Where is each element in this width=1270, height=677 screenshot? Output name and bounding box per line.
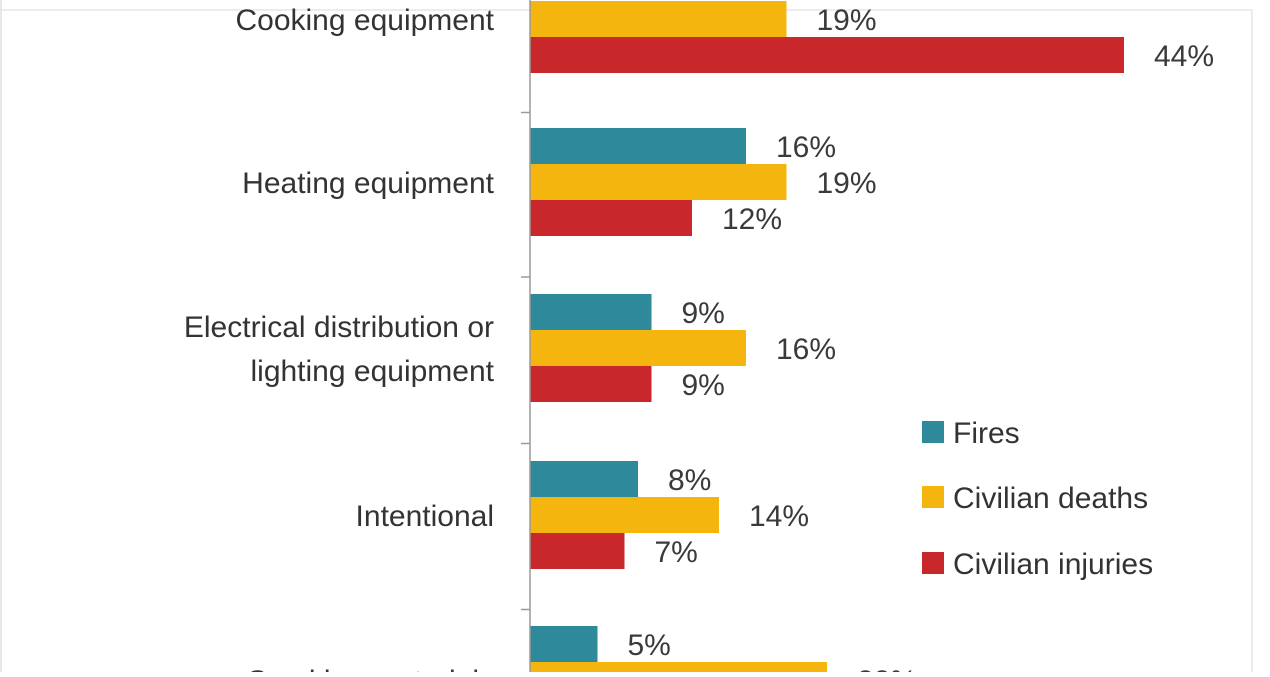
category-axis bbox=[521, 0, 531, 672]
bar-fires-smoking-materials bbox=[530, 626, 598, 662]
legend-swatch-civilian-injuries bbox=[922, 552, 944, 574]
bar-civilian-injuries-intentional bbox=[530, 533, 625, 569]
category-label-electrical-distribution-or-lighting-equipment: lighting equipment bbox=[250, 355, 494, 388]
data-label-civilian-deaths-cooking-equipment: 19% bbox=[817, 4, 877, 37]
data-labels-layer: 19%44%16%19%12%9%16%9%8%14%7%5%22% bbox=[628, 4, 1215, 677]
bar-civilian-deaths-heating-equipment bbox=[530, 164, 787, 200]
bars-layer bbox=[530, 1, 1124, 677]
bar-civilian-injuries-heating-equipment bbox=[530, 200, 692, 236]
category-label-smoking-materials: Smoking materials bbox=[247, 665, 494, 672]
bar-fires-electrical-distribution-or-lighting-equipment bbox=[530, 294, 652, 330]
category-labels-layer: Cooking equipment Heating equipment Electr… bbox=[184, 4, 495, 677]
bar-civilian-injuries-electrical-distribution-or-lighting-equipment bbox=[530, 366, 652, 402]
legend-swatch-fires bbox=[922, 421, 944, 443]
data-label-civilian-injuries-electrical-distribution-or-lighting-equipment: 9% bbox=[682, 369, 725, 402]
bar-civilian-deaths-smoking-materials bbox=[530, 662, 827, 677]
data-label-fires-intentional: 8% bbox=[668, 464, 711, 497]
bar-civilian-deaths-electrical-distribution-or-lighting-equipment bbox=[530, 330, 746, 366]
legend-label-civilian-deaths: Civilian deaths bbox=[953, 482, 1148, 515]
bar-civilian-injuries-cooking-equipment bbox=[530, 37, 1124, 73]
data-label-civilian-deaths-intentional: 14% bbox=[749, 500, 809, 533]
category-label-electrical-distribution-or-lighting-equipment: Electrical distribution or bbox=[184, 311, 494, 344]
category-label-cooking-equipment: Cooking equipment bbox=[235, 4, 494, 37]
category-label-intentional: Intentional bbox=[356, 500, 494, 533]
legend-label-fires: Fires bbox=[953, 417, 1020, 450]
data-label-civilian-deaths-electrical-distribution-or-lighting-equipment: 16% bbox=[776, 333, 836, 366]
bar-fires-intentional bbox=[530, 461, 638, 497]
legend-swatch-civilian-deaths bbox=[922, 486, 944, 508]
category-label-heating-equipment: Heating equipment bbox=[242, 167, 495, 200]
legend-label-civilian-injuries: Civilian injuries bbox=[953, 548, 1153, 581]
bar-civilian-deaths-intentional bbox=[530, 497, 719, 533]
data-label-fires-heating-equipment: 16% bbox=[776, 131, 836, 164]
data-label-civilian-injuries-heating-equipment: 12% bbox=[722, 203, 782, 236]
data-label-civilian-deaths-heating-equipment: 19% bbox=[817, 167, 877, 200]
data-label-civilian-injuries-cooking-equipment: 44% bbox=[1154, 40, 1214, 73]
legend: Fires Civilian deaths Civilian injuries bbox=[922, 417, 1153, 581]
data-label-fires-electrical-distribution-or-lighting-equipment: 9% bbox=[682, 297, 725, 330]
data-label-civilian-deaths-smoking-materials: 22% bbox=[857, 665, 917, 672]
bar-fires-heating-equipment bbox=[530, 128, 746, 164]
data-label-civilian-injuries-intentional: 7% bbox=[655, 536, 698, 569]
bar-civilian-deaths-cooking-equipment bbox=[530, 1, 787, 37]
data-label-fires-smoking-materials: 5% bbox=[628, 629, 671, 662]
